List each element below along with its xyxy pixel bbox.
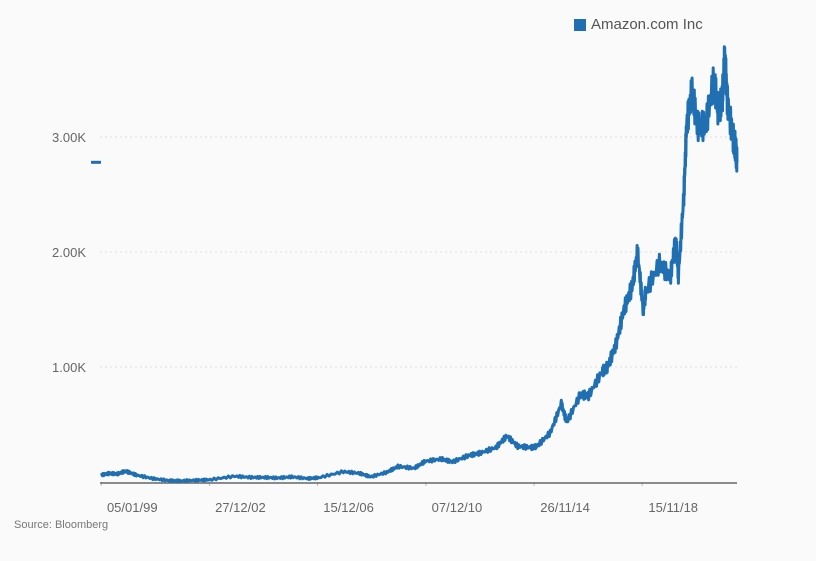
legend-label: Amazon.com Inc	[591, 16, 703, 33]
legend: Amazon.com Inc	[574, 16, 703, 33]
source-note: Source: Bloomberg	[14, 519, 109, 531]
x-tick-label: 15/11/18	[648, 500, 698, 515]
y-tick-label: 1.00K	[52, 360, 86, 375]
y-tick-label: 3.00K	[52, 130, 86, 145]
x-tick-label: 05/01/99	[107, 500, 158, 515]
last-value-marker	[91, 160, 101, 164]
series-line-amazon	[99, 45, 739, 484]
x-tick-label: 26/11/14	[540, 500, 590, 515]
x-tick-label: 27/12/02	[215, 500, 266, 515]
x-tick-label: 15/12/06	[323, 500, 374, 515]
legend-swatch	[574, 18, 586, 31]
x-tick-label: 07/12/10	[432, 500, 483, 515]
y-tick-label: 2.00K	[52, 245, 86, 260]
